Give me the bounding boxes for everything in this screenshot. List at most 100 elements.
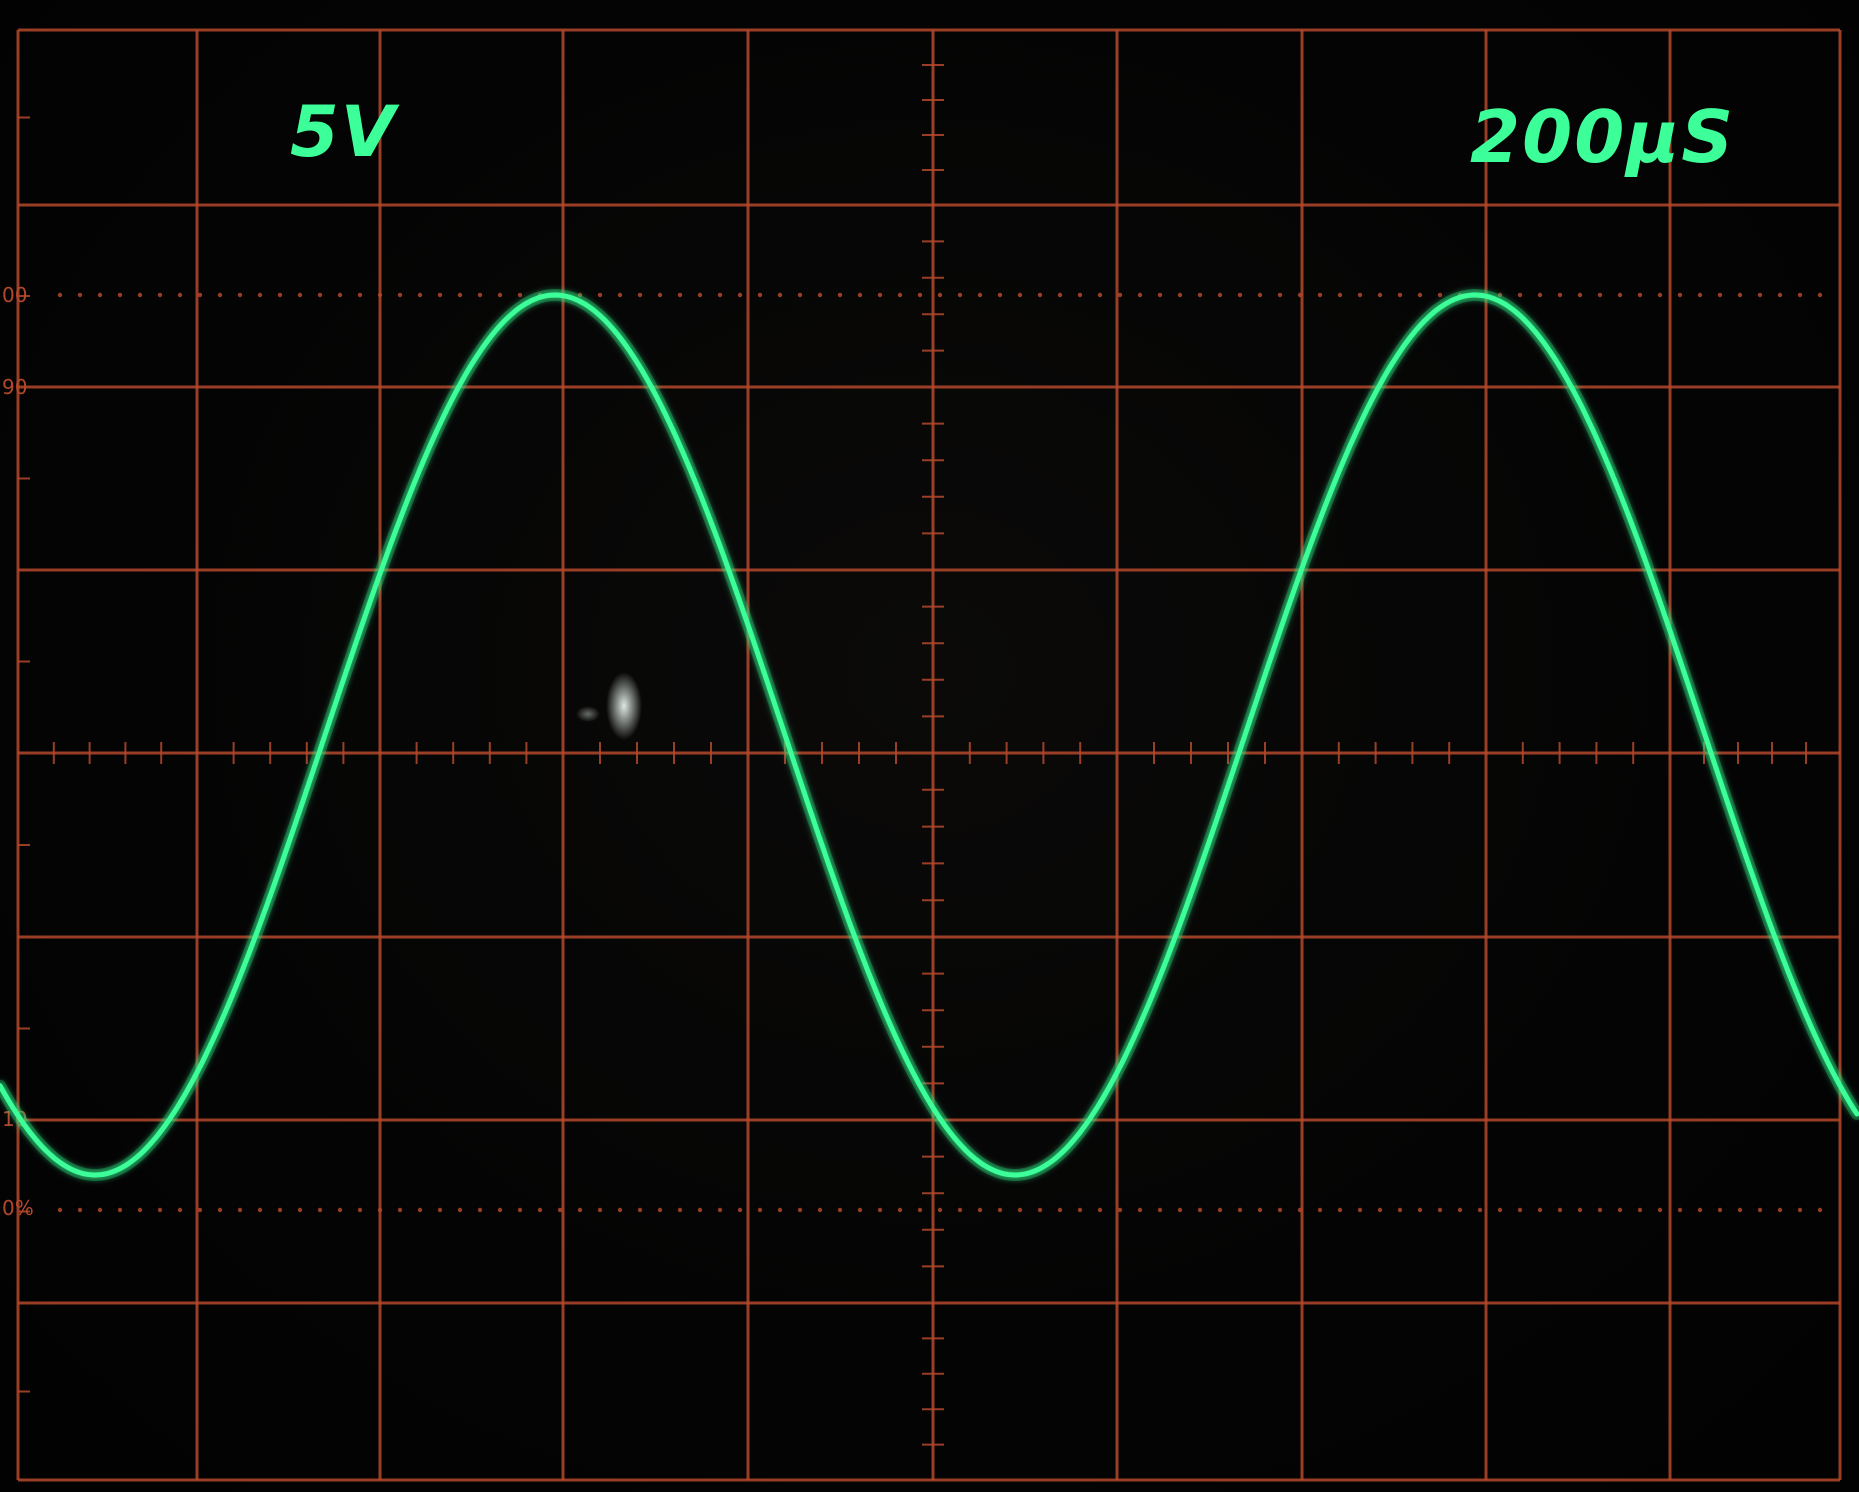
dotted-line-100-percent: [1037, 292, 1043, 298]
time-per-div-readout: 200µS: [1470, 95, 1735, 179]
dotted-line-0-percent: [757, 1207, 763, 1213]
dotted-line-0-percent: [717, 1207, 723, 1213]
dotted-line-0-percent: [117, 1207, 123, 1213]
dotted-line-100-percent: [757, 292, 763, 298]
dotted-line-0-percent: [877, 1207, 883, 1213]
mark-label-90: 90: [2, 375, 27, 399]
dotted-line-100-percent: [497, 292, 503, 298]
dotted-line-0-percent: [237, 1207, 243, 1213]
dotted-line-0-percent: [1257, 1207, 1263, 1213]
dotted-line-0-percent: [1197, 1207, 1203, 1213]
dotted-line-0-percent: [1457, 1207, 1463, 1213]
dotted-line-100-percent: [1597, 292, 1603, 298]
dotted-line-100-percent: [1177, 292, 1183, 298]
dotted-line-100-percent: [117, 292, 123, 298]
dotted-line-100-percent: [917, 292, 923, 298]
mark-label-100: 00: [2, 283, 27, 307]
dotted-line-100-percent: [1517, 292, 1523, 298]
dotted-line-0-percent: [777, 1207, 783, 1213]
dotted-line-0-percent: [1597, 1207, 1603, 1213]
dotted-line-100-percent: [477, 292, 483, 298]
dotted-line-0-percent: [1117, 1207, 1123, 1213]
dotted-line-0-percent: [137, 1207, 143, 1213]
dotted-line-100-percent: [77, 292, 83, 298]
dotted-line-100-percent: [657, 292, 663, 298]
dotted-line-100-percent: [1117, 292, 1123, 298]
dotted-line-100-percent: [1157, 292, 1163, 298]
dotted-line-0-percent: [1637, 1207, 1643, 1213]
dotted-line-100-percent: [997, 292, 1003, 298]
waveform-trace: [0, 292, 1859, 1178]
dotted-line-100-percent: [277, 292, 283, 298]
dotted-line-0-percent: [1777, 1207, 1783, 1213]
dotted-line-0-percent: [1377, 1207, 1383, 1213]
dotted-line-100-percent: [237, 292, 243, 298]
dotted-line-100-percent: [1637, 292, 1643, 298]
dotted-line-100-percent: [717, 292, 723, 298]
dotted-line-100-percent: [1357, 292, 1363, 298]
dotted-line-100-percent: [957, 292, 963, 298]
dotted-line-100-percent: [357, 292, 363, 298]
dotted-line-0-percent: [1537, 1207, 1543, 1213]
dotted-line-0-percent: [397, 1207, 403, 1213]
dotted-line-0-percent: [1477, 1207, 1483, 1213]
dotted-line-0-percent: [417, 1207, 423, 1213]
mark-label-0: 0%: [2, 1196, 34, 1220]
dotted-line-100-percent: [597, 292, 603, 298]
dotted-line-0-percent: [477, 1207, 483, 1213]
dotted-line-0-percent: [57, 1207, 63, 1213]
dotted-line-100-percent: [817, 292, 823, 298]
dotted-line-0-percent: [837, 1207, 843, 1213]
dotted-line-0-percent: [1557, 1207, 1563, 1213]
dotted-line-0-percent: [1137, 1207, 1143, 1213]
dotted-line-100-percent: [377, 292, 383, 298]
dotted-line-100-percent: [777, 292, 783, 298]
dotted-line-0-percent: [1157, 1207, 1163, 1213]
dotted-line-0-percent: [817, 1207, 823, 1213]
dotted-line-0-percent: [797, 1207, 803, 1213]
dotted-line-0-percent: [297, 1207, 303, 1213]
dotted-line-100-percent: [617, 292, 623, 298]
dotted-line-0-percent: [997, 1207, 1003, 1213]
dotted-line-100-percent: [177, 292, 183, 298]
dotted-line-100-percent: [877, 292, 883, 298]
dotted-line-100-percent: [1397, 292, 1403, 298]
dotted-line-0-percent: [677, 1207, 683, 1213]
dotted-line-0-percent: [657, 1207, 663, 1213]
dotted-line-0-percent: [1097, 1207, 1103, 1213]
dotted-line-0-percent: [1277, 1207, 1283, 1213]
dotted-line-0-percent: [597, 1207, 603, 1213]
dotted-line-0-percent: [1677, 1207, 1683, 1213]
dotted-line-100-percent: [217, 292, 223, 298]
dotted-line-100-percent: [857, 292, 863, 298]
dotted-line-0-percent: [497, 1207, 503, 1213]
graticule-dotted-lines: [57, 292, 1823, 1213]
dotted-line-100-percent: [1497, 292, 1503, 298]
dotted-line-100-percent: [1237, 292, 1243, 298]
dotted-line-0-percent: [897, 1207, 903, 1213]
dotted-line-0-percent: [1317, 1207, 1323, 1213]
dotted-line-100-percent: [1417, 292, 1423, 298]
dotted-line-100-percent: [1277, 292, 1283, 298]
dotted-line-0-percent: [697, 1207, 703, 1213]
screen-reflection: [606, 672, 642, 740]
waveform-trace-glow: [0, 288, 1859, 1181]
dotted-line-0-percent: [557, 1207, 563, 1213]
dotted-line-100-percent: [697, 292, 703, 298]
dotted-line-0-percent: [957, 1207, 963, 1213]
dotted-line-0-percent: [1397, 1207, 1403, 1213]
dotted-line-0-percent: [1737, 1207, 1743, 1213]
dotted-line-100-percent: [297, 292, 303, 298]
dotted-line-0-percent: [197, 1207, 203, 1213]
dotted-line-100-percent: [737, 292, 743, 298]
dotted-line-0-percent: [577, 1207, 583, 1213]
dotted-line-100-percent: [337, 292, 343, 298]
dotted-line-100-percent: [157, 292, 163, 298]
dotted-line-100-percent: [1257, 292, 1263, 298]
dotted-line-100-percent: [1097, 292, 1103, 298]
dotted-line-100-percent: [1777, 292, 1783, 298]
dotted-line-0-percent: [1517, 1207, 1523, 1213]
dotted-line-100-percent: [977, 292, 983, 298]
dotted-line-100-percent: [1017, 292, 1023, 298]
